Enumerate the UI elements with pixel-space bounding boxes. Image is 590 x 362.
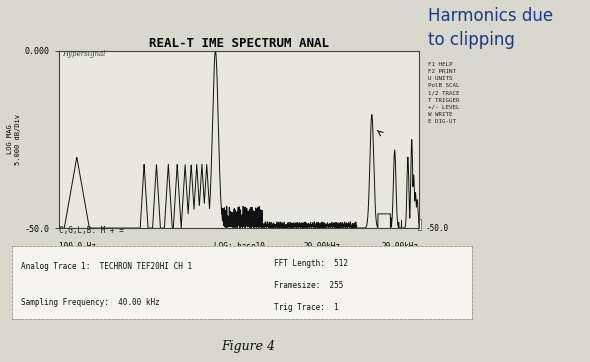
Text: Framesize:  255: Framesize: 255 (274, 281, 343, 290)
Text: Hypersignal: Hypersignal (63, 50, 106, 58)
Text: 20.00kHz: 20.00kHz (303, 242, 340, 251)
Text: Harmonics due
to clipping: Harmonics due to clipping (428, 7, 553, 49)
Text: Figure 4: Figure 4 (221, 340, 275, 353)
Title: REAL-T IME SPECTRUM ANAL: REAL-T IME SPECTRUM ANAL (149, 37, 329, 50)
Bar (418, 219, 421, 230)
Text: LOG: base10: LOG: base10 (214, 242, 264, 251)
Text: C,G,L,B: M + =: C,G,L,B: M + = (59, 227, 124, 236)
Text: FREQ: FREQ (230, 255, 248, 264)
Y-axis label: LOG MAG
5.000 dB/Div: LOG MAG 5.000 dB/Div (7, 114, 21, 165)
Text: 20.00kHz: 20.00kHz (382, 242, 419, 251)
Text: 100.0 Hz: 100.0 Hz (59, 242, 96, 251)
Text: Analog Trace 1:  TECHRON TEF20HI CH 1: Analog Trace 1: TECHRON TEF20HI CH 1 (21, 262, 192, 271)
Text: F1 HELP
F2 PRINT
U UNITS
PolB SCAL
1/2 TRACE
T TRIGGER
+/- LEVEL
W WRITE
E DIG-U: F1 HELP F2 PRINT U UNITS PolB SCAL 1/2 T… (428, 62, 459, 124)
Text: Sampling Frequency:  40.00 kHz: Sampling Frequency: 40.00 kHz (21, 298, 160, 307)
Text: Trig Trace:  1: Trig Trace: 1 (274, 303, 339, 312)
Text: -50.0: -50.0 (426, 224, 449, 232)
Text: FFT Length:  512: FFT Length: 512 (274, 259, 348, 268)
